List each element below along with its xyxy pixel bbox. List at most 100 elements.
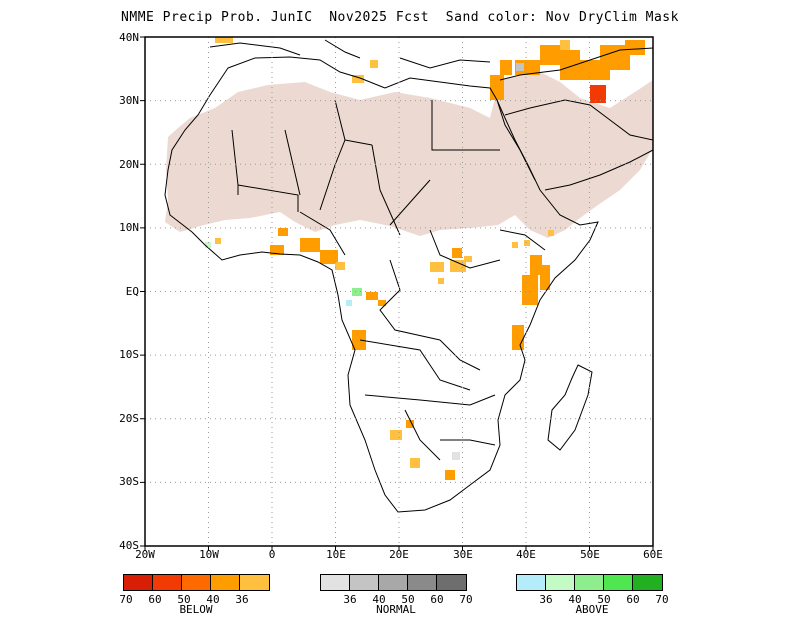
- probability-cell: [430, 262, 444, 272]
- legend-normal-tick-36: 36: [343, 593, 357, 606]
- map-title: NMME Precip Prob. JunIC Nov2025 Fcst San…: [121, 10, 679, 25]
- probability-cell: [378, 300, 386, 306]
- legend-below-tick-36: 36: [235, 593, 249, 606]
- probability-cell: [335, 262, 345, 270]
- probability-cell: [445, 470, 455, 480]
- probability-cell: [452, 248, 462, 258]
- probability-cell: [452, 452, 460, 460]
- dry-climatology-mask: [165, 72, 653, 238]
- probability-cell: [560, 50, 580, 80]
- probability-cell: [530, 255, 542, 275]
- legend-below-swatch-60: [153, 575, 182, 590]
- probability-cell: [352, 330, 366, 350]
- legend-above-colorbar: [516, 574, 663, 591]
- probability-cells: [205, 37, 645, 480]
- probability-cell: [390, 430, 402, 440]
- lon-label-10w: 10W: [199, 548, 219, 561]
- axis-ticks: [140, 36, 654, 551]
- lon-label-30e: 30E: [453, 548, 473, 561]
- probability-cell: [346, 300, 352, 306]
- probability-cell: [560, 40, 570, 50]
- legend-normal-tick-70: 70: [459, 593, 473, 606]
- probability-cell: [590, 85, 606, 103]
- legend-below-swatch-50: [182, 575, 211, 590]
- probability-cell: [450, 260, 466, 272]
- legend-above-caption: ABOVE: [575, 603, 609, 616]
- probability-cell: [215, 238, 221, 244]
- legend-below-tick-70: 70: [119, 593, 133, 606]
- probability-cell: [352, 75, 364, 83]
- lat-label-20s: 20S: [119, 412, 139, 425]
- probability-cell: [406, 420, 414, 428]
- legend-below-swatch-36: [240, 575, 269, 590]
- legend-normal-swatch-60: [408, 575, 437, 590]
- legend-below-caption: BELOW: [179, 603, 213, 616]
- probability-cell: [625, 40, 645, 55]
- lat-label-40n: 40N: [119, 31, 139, 44]
- legend-below-colorbar: [123, 574, 270, 591]
- lat-label-eq: EQ: [125, 285, 139, 298]
- lon-label-60e: 60E: [643, 548, 663, 561]
- legend-normal-swatch-36: [321, 575, 350, 590]
- probability-cell: [490, 75, 504, 100]
- legend-normal-caption: NORMAL: [376, 603, 416, 616]
- legend-below-tick-60: 60: [148, 593, 162, 606]
- probability-cell: [548, 230, 554, 236]
- legend-above-swatch-40: [546, 575, 575, 590]
- probability-cell: [278, 228, 288, 236]
- probability-cell: [366, 292, 378, 300]
- legend-below-tick-50: 50: [177, 593, 191, 606]
- lon-label-0: 0: [268, 548, 276, 561]
- legend-above-swatch-60: [604, 575, 633, 590]
- probability-cell: [512, 242, 518, 248]
- probability-cell: [522, 275, 538, 305]
- legend-below-swatch-70: [124, 575, 153, 590]
- probability-cell: [215, 37, 233, 43]
- coastlines: [164, 39, 653, 513]
- probability-cell: [438, 278, 444, 284]
- legend-below-tick-40: 40: [206, 593, 220, 606]
- lon-label-20e: 20E: [389, 548, 409, 561]
- lat-label-40s: 40S: [119, 539, 139, 552]
- legend-above-tick-60: 60: [626, 593, 640, 606]
- probability-cell: [300, 238, 320, 252]
- legend-normal-tick-60: 60: [430, 593, 444, 606]
- legend-above-tick-70: 70: [655, 593, 669, 606]
- legend-normal-tick-50: 50: [401, 593, 415, 606]
- legend-normal-swatch-40: [350, 575, 379, 590]
- probability-cell: [370, 60, 378, 68]
- legend-above-tick-50: 50: [597, 593, 611, 606]
- probability-cell: [205, 242, 211, 248]
- legend-below-swatch-40: [211, 575, 240, 590]
- legend-above-tick-36: 36: [539, 593, 553, 606]
- probability-cell: [464, 256, 472, 262]
- probability-cell: [540, 265, 550, 290]
- probability-cell: [352, 288, 362, 296]
- legend-above-swatch-50: [575, 575, 604, 590]
- lat-label-30n: 30N: [119, 94, 139, 107]
- probability-cell: [512, 325, 524, 350]
- lat-label-10n: 10N: [119, 221, 139, 234]
- legend-normal-swatch-70: [437, 575, 466, 590]
- lon-label-10e: 10E: [326, 548, 346, 561]
- probability-cell: [410, 458, 420, 468]
- lat-label-10s: 10S: [119, 348, 139, 361]
- legend-above-swatch-70: [633, 575, 662, 590]
- probability-cell: [524, 240, 530, 246]
- legend-normal-swatch-50: [379, 575, 408, 590]
- probability-cell: [540, 45, 560, 65]
- probability-cell: [320, 250, 338, 264]
- lat-label-20n: 20N: [119, 158, 139, 171]
- lon-label-40e: 40E: [516, 548, 536, 561]
- probability-cell: [270, 245, 284, 255]
- legend-normal-tick-40: 40: [372, 593, 386, 606]
- legend-above-swatch-36: [517, 575, 546, 590]
- probability-cell: [516, 63, 524, 71]
- legend-normal-colorbar: [320, 574, 467, 591]
- lat-label-30s: 30S: [119, 475, 139, 488]
- probability-cell: [500, 60, 512, 75]
- lon-label-20w: 20W: [135, 548, 155, 561]
- lon-label-50e: 50E: [580, 548, 600, 561]
- legend-above-tick-40: 40: [568, 593, 582, 606]
